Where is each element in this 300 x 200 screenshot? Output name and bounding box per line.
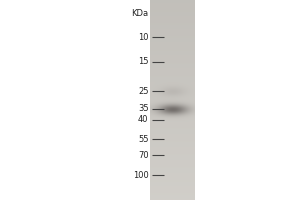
Text: 55: 55: [138, 134, 148, 144]
Text: 70: 70: [138, 151, 148, 160]
Text: 15: 15: [138, 58, 148, 66]
Text: 10: 10: [138, 32, 148, 42]
Text: 100: 100: [133, 170, 148, 180]
Text: KDa: KDa: [131, 9, 148, 18]
Text: 25: 25: [138, 87, 148, 96]
Text: 35: 35: [138, 104, 148, 113]
Text: 40: 40: [138, 116, 148, 124]
